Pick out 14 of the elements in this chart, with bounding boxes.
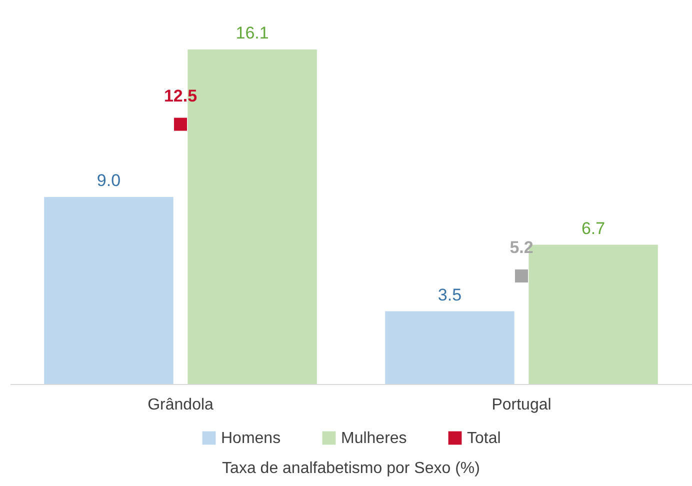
legend-label: Mulheres [341, 430, 407, 447]
data-label: 9.0 [96, 171, 121, 190]
data-label: 12.5 [164, 86, 198, 106]
x-tick-label: Portugal [492, 396, 552, 414]
data-label: 6.7 [581, 218, 606, 238]
bar [44, 197, 174, 384]
bar [385, 311, 514, 384]
data-label: 16.1 [236, 23, 269, 42]
legend-label: Total [467, 430, 501, 447]
legend-label: Homens [221, 430, 281, 447]
data-label: 5.2 [510, 238, 534, 257]
text: Taxa de analfabetismo por Sexo (%) [222, 460, 480, 477]
x-tick-label: Grândola [148, 396, 214, 414]
data-label: 3.5 [438, 285, 462, 304]
